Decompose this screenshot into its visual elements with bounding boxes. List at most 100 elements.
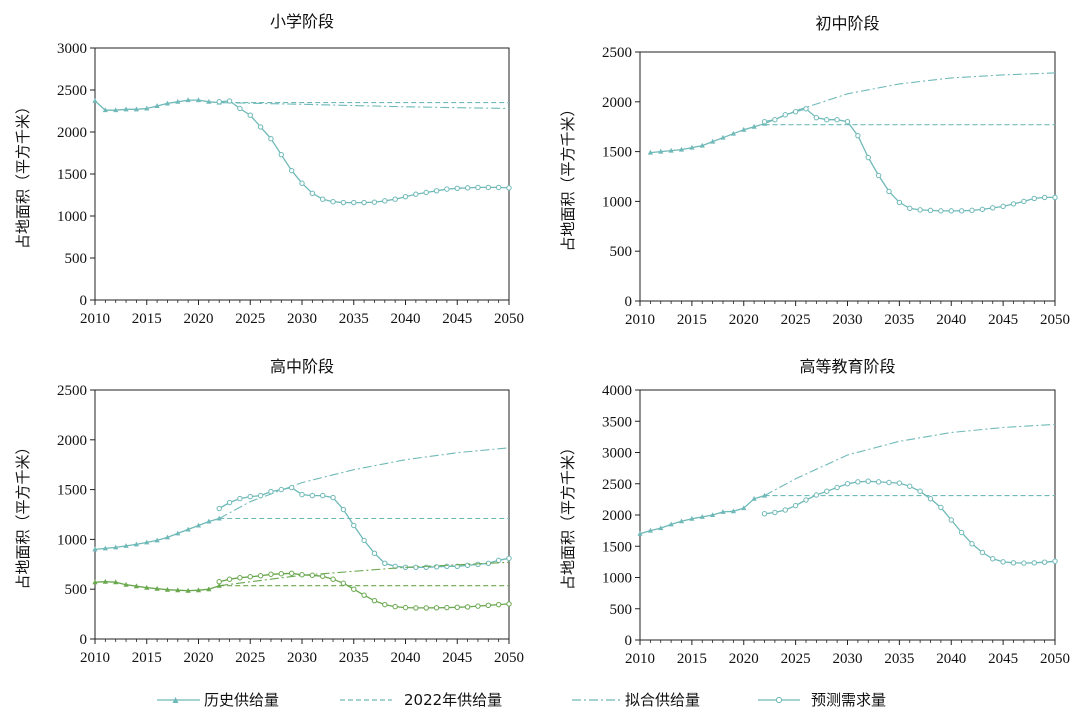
data-point-circle (1021, 560, 1027, 566)
y-tick-label: 2000 (57, 433, 87, 449)
data-point-triangle (185, 526, 191, 532)
legend-label-fit: 拟合供给量 (625, 691, 700, 709)
legend: 历史供给量 2022年供给量 拟合供给量 预测需求量 (157, 691, 886, 709)
data-point-triangle (144, 584, 150, 590)
legend-marker-triangle-icon (172, 697, 179, 703)
x-tick-label: 2040 (936, 651, 966, 667)
y-tick-label: 1000 (57, 209, 87, 225)
x-tick-label: 2020 (184, 650, 214, 666)
data-point-triangle (92, 98, 98, 103)
data-point-triangle (144, 539, 150, 545)
data-point-triangle (133, 541, 139, 547)
series-hist-teal-line (650, 123, 765, 154)
data-point-triangle (175, 98, 181, 104)
data-point-circle (844, 119, 851, 125)
series-pred-teal-line (764, 108, 1055, 212)
data-point-circle (927, 496, 934, 502)
data-point-circle (990, 556, 996, 562)
legend-label-2022: 2022年供给量 (404, 691, 502, 709)
data-point-triangle (123, 581, 129, 587)
data-point-triangle (689, 515, 695, 521)
data-point-circle (958, 529, 965, 536)
data-point-circle (413, 605, 419, 611)
data-point-triangle (658, 525, 664, 531)
data-point-triangle (668, 521, 674, 527)
plot-area-frame (639, 51, 1056, 302)
data-point-triangle (689, 144, 695, 150)
data-point-circle (268, 136, 274, 142)
legend-entry-fit: 拟合供给量 (572, 691, 700, 709)
data-point-triangle (164, 100, 171, 106)
data-point-circle (813, 115, 820, 121)
data-point-circle (1000, 203, 1006, 210)
data-point-triangle (195, 97, 202, 103)
x-tick-label: 2040 (391, 650, 421, 666)
data-point-triangle (668, 147, 674, 153)
data-point-circle (340, 199, 347, 206)
data-point-circle (226, 98, 233, 104)
data-point-triangle (195, 587, 202, 593)
data-point-triangle (730, 508, 736, 514)
data-point-circle (247, 574, 253, 580)
series-dashdot-teal-line (219, 102, 510, 110)
data-point-triangle (730, 130, 736, 136)
data-point-circle (382, 560, 388, 567)
data-point-circle (896, 199, 903, 206)
data-point-circle (320, 196, 326, 202)
x-tick-label: 2010 (625, 651, 655, 667)
data-point-circle (907, 483, 913, 489)
legend-entry-hist: 历史供给量 (157, 691, 279, 709)
data-point-circle (855, 479, 861, 485)
data-point-circle (824, 488, 830, 494)
data-point-circle (423, 189, 429, 196)
data-point-circle (299, 180, 305, 186)
y-tick-label: 2000 (57, 125, 87, 141)
data-point-triangle (185, 97, 191, 103)
y-tick-label: 1500 (602, 145, 632, 161)
data-point-triangle (678, 146, 685, 152)
x-tick-label: 2045 (988, 651, 1018, 667)
y-axis-label: 占地面积（平方千米） (14, 439, 32, 589)
legend-entry-pred: 预测需求量 (758, 691, 886, 709)
data-point-triangle (175, 587, 181, 593)
data-point-circle (1041, 559, 1048, 565)
data-point-circle (506, 601, 512, 607)
data-point-circle (803, 497, 809, 503)
series-pred-green-line (219, 572, 510, 609)
data-point-circle (392, 603, 398, 610)
y-tick-label: 0 (625, 633, 633, 649)
data-point-circle (1021, 198, 1027, 205)
data-point-circle (1052, 194, 1058, 201)
data-point-circle (371, 550, 378, 557)
chart-title: 小学阶段 (270, 12, 334, 31)
data-point-circle (288, 570, 295, 576)
y-tick-label: 1500 (57, 483, 87, 499)
data-point-circle (927, 207, 934, 214)
x-tick-label: 2010 (80, 650, 110, 666)
y-tick-label: 1500 (602, 539, 632, 555)
data-point-circle (237, 495, 243, 502)
y-tick-label: 500 (610, 244, 633, 260)
data-point-circle (824, 117, 830, 123)
data-point-triangle (741, 505, 747, 511)
legend-label-hist: 历史供给量 (204, 691, 279, 709)
data-point-triangle (164, 586, 171, 592)
legend-marker-circle-icon (775, 696, 783, 704)
data-point-circle (216, 99, 222, 105)
data-point-triangle (154, 103, 160, 108)
data-point-triangle (164, 534, 171, 540)
x-tick-label: 2030 (833, 651, 863, 667)
y-axis-label: 占地面积（平方千米） (559, 101, 577, 251)
y-tick-label: 500 (65, 251, 88, 267)
data-point-circle (844, 481, 851, 487)
data-point-circle (402, 604, 409, 611)
data-point-circle (506, 185, 512, 191)
data-point-circle (402, 193, 409, 200)
data-point-circle (969, 207, 975, 214)
data-point-circle (361, 592, 367, 598)
x-tick-label: 2015 (677, 651, 707, 667)
data-point-triangle (647, 149, 653, 155)
data-point-circle (772, 509, 778, 516)
